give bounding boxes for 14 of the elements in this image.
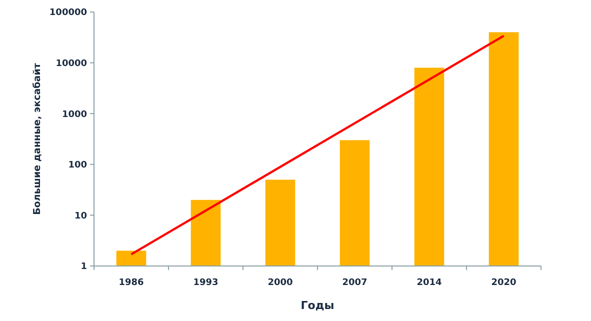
y-axis-title: Большие данные, эксабайт — [32, 62, 43, 215]
y-tick-label: 1000 — [62, 110, 87, 120]
x-tick-label: 2007 — [342, 278, 368, 288]
y-tick-label: 10000 — [56, 58, 87, 69]
y-tick-label: 10 — [74, 211, 87, 222]
x-tick-label: 2000 — [268, 278, 293, 288]
x-axis-title: Годы — [300, 299, 334, 312]
y-tick-label: 100000 — [49, 8, 87, 18]
x-tick-label: 2014 — [416, 278, 442, 288]
x-tick-label: 1986 — [118, 278, 144, 288]
y-tick-label: 1 — [80, 262, 87, 272]
y-tick-label: 100 — [68, 160, 87, 171]
x-tick-label: 1993 — [193, 278, 218, 288]
x-tick-label: 2020 — [491, 278, 516, 288]
